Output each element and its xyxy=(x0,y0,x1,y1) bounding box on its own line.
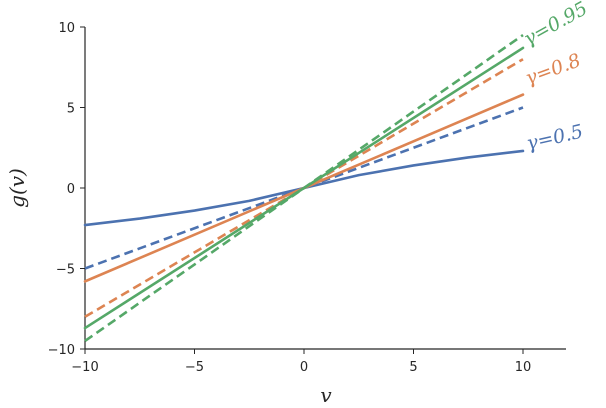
y-tick-label: 0 xyxy=(67,182,75,197)
y-axis-label: g(v) xyxy=(5,168,29,208)
x-tick-label: 5 xyxy=(409,360,417,375)
y-tick-label: −5 xyxy=(56,263,75,278)
y-tick-label: 5 xyxy=(67,102,75,117)
series-line-gamma-0-95-dashed xyxy=(84,33,524,343)
x-tick-label: 0 xyxy=(300,360,308,375)
x-tick-label: 10 xyxy=(515,360,532,375)
series-annotation: γ=0.8 xyxy=(522,49,584,89)
y-tick-label: 10 xyxy=(58,21,75,36)
series-layer xyxy=(83,33,525,343)
series-annotation: γ=0.95 xyxy=(520,0,592,50)
series-annotation: γ=0.5 xyxy=(524,121,585,155)
y-tick-label: −10 xyxy=(48,343,75,358)
annotation-layer: γ=0.95γ=0.8 γ=0.5 xyxy=(520,0,592,155)
x-axis-label: v xyxy=(320,383,332,407)
series-line-gamma-0-5-dashed xyxy=(84,106,524,270)
x-tick-label: −10 xyxy=(71,360,98,375)
x-tick-label: −5 xyxy=(185,360,204,375)
axes: −10 −5 0 5 10 −10 −5 0 5 10 xyxy=(48,21,566,375)
